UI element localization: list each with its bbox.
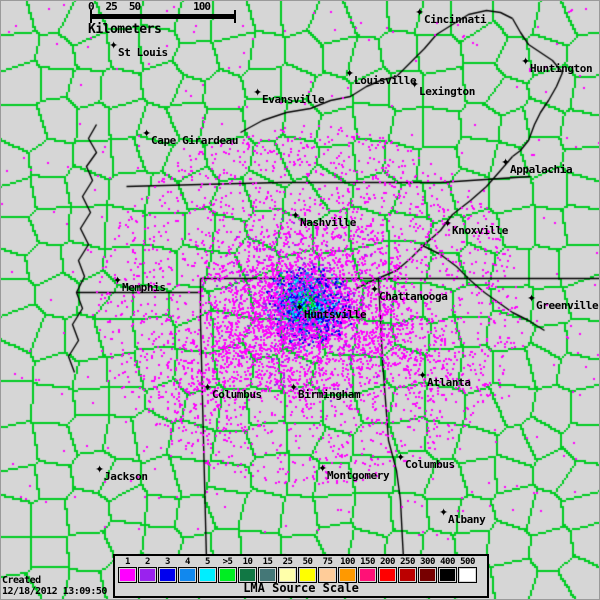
legend-entry-swatch xyxy=(160,569,175,581)
legend-entry-label: 15 xyxy=(262,557,273,567)
legend-entry-label: >5 xyxy=(222,557,233,567)
legend-entry[interactable]: 4 xyxy=(178,557,197,583)
legend-entry-label: 500 xyxy=(460,557,475,567)
legend-entry[interactable]: 300 xyxy=(418,557,437,583)
legend-entry[interactable]: 25 xyxy=(278,557,297,583)
scale-bar-end-caps xyxy=(90,10,236,23)
legend-entry-label: 10 xyxy=(242,557,253,567)
legend-entry-label: 4 xyxy=(185,557,190,567)
legend-entry-swatch xyxy=(300,569,315,581)
created-label: Created xyxy=(2,575,41,586)
scale-bar-units-label: Kilometers xyxy=(88,22,162,37)
legend-entry-swatch-frame xyxy=(278,567,297,583)
legend-swatch-row: 1 2 3 4 5 >5 10 15 25 50 75 100 150 200 250 300 400 500 xyxy=(118,557,477,583)
legend-entry-swatch-frame xyxy=(138,567,157,583)
legend-entry[interactable]: 200 xyxy=(378,557,397,583)
legend-entry-swatch-frame xyxy=(378,567,397,583)
legend-entry[interactable]: 75 xyxy=(318,557,337,583)
legend-entry[interactable]: 50 xyxy=(298,557,317,583)
legend-entry-swatch xyxy=(180,569,195,581)
legend-entry-swatch-frame xyxy=(158,567,177,583)
legend-entry[interactable]: 10 xyxy=(238,557,257,583)
scale-bar-rule xyxy=(90,14,236,19)
legend-entry-swatch-frame xyxy=(238,567,257,583)
legend-entry-swatch-frame xyxy=(418,567,437,583)
legend-entry[interactable]: 5 xyxy=(198,557,217,583)
legend-entry[interactable]: 3 xyxy=(158,557,177,583)
legend-entry-label: 1 xyxy=(125,557,130,567)
legend-entry-swatch-frame xyxy=(198,567,217,583)
scale-tick-label: 100 xyxy=(193,0,211,13)
created-timestamp: Created 12/18/2012 13:09:50 xyxy=(2,575,107,597)
legend-entry-swatch-frame xyxy=(338,567,357,583)
legend-entry[interactable]: >5 xyxy=(218,557,237,583)
legend-entry-label: 25 xyxy=(282,557,293,567)
legend-entry-swatch-frame xyxy=(318,567,337,583)
legend-entry-label: 400 xyxy=(440,557,455,567)
scale-tick-label: 0 xyxy=(88,0,95,13)
scale-bar-ticks: 0 25 50 100 xyxy=(88,1,238,14)
legend-entry[interactable]: 2 xyxy=(138,557,157,583)
legend-entry-swatch-frame xyxy=(358,567,377,583)
legend-entry-swatch xyxy=(240,569,255,581)
legend-entry-swatch xyxy=(260,569,275,581)
legend-entry-swatch-frame xyxy=(298,567,317,583)
legend-entry[interactable]: 150 xyxy=(358,557,377,583)
legend-entry-swatch xyxy=(340,569,355,581)
scale-tick-label: 25 xyxy=(105,0,118,13)
legend-entry[interactable]: 1 xyxy=(118,557,137,583)
legend-entry-swatch xyxy=(200,569,215,581)
legend-entry-swatch-frame xyxy=(218,567,237,583)
legend-entry-label: 50 xyxy=(302,557,313,567)
legend-entry-swatch-frame xyxy=(458,567,477,583)
legend-entry-swatch-frame xyxy=(258,567,277,583)
created-datetime: 12/18/2012 13:09:50 xyxy=(2,586,107,597)
legend-entry-swatch xyxy=(460,569,475,581)
legend-entry-swatch xyxy=(320,569,335,581)
legend-entry-label: 100 xyxy=(340,557,355,567)
legend-entry-swatch xyxy=(220,569,235,581)
legend-entry-label: 250 xyxy=(400,557,415,567)
legend-entry[interactable]: 250 xyxy=(398,557,417,583)
legend-entry-swatch xyxy=(420,569,435,581)
legend-entry-label: 5 xyxy=(205,557,210,567)
legend-entry-swatch xyxy=(360,569,375,581)
legend-entry-swatch xyxy=(400,569,415,581)
legend-entry-swatch xyxy=(140,569,155,581)
scale-tick-label: 50 xyxy=(128,0,141,13)
legend-entry-label: 300 xyxy=(420,557,435,567)
legend-entry-label: 75 xyxy=(322,557,333,567)
legend-entry-swatch-frame xyxy=(178,567,197,583)
legend-panel: 1 2 3 4 5 >5 10 15 25 50 75 100 150 200 250 300 400 500 L… xyxy=(113,554,489,598)
legend-entry[interactable]: 100 xyxy=(338,557,357,583)
legend-entry-label: 150 xyxy=(360,557,375,567)
legend-entry-label: 200 xyxy=(380,557,395,567)
legend-entry-swatch xyxy=(280,569,295,581)
legend-entry-swatch-frame xyxy=(438,567,457,583)
legend-entry-swatch xyxy=(120,569,135,581)
legend-entry-label: 3 xyxy=(165,557,170,567)
legend-entry-swatch-frame xyxy=(118,567,137,583)
legend-entry-swatch xyxy=(380,569,395,581)
legend-entry[interactable]: 400 xyxy=(438,557,457,583)
legend-entry-label: 2 xyxy=(145,557,150,567)
legend-entry[interactable]: 15 xyxy=(258,557,277,583)
legend-entry-swatch xyxy=(440,569,455,581)
legend-title: LMA Source Scale xyxy=(243,581,359,595)
map-scale-bar: 0 25 50 100 Kilometers xyxy=(88,1,238,47)
legend-entry[interactable]: 500 xyxy=(458,557,477,583)
legend-entry-swatch-frame xyxy=(398,567,417,583)
